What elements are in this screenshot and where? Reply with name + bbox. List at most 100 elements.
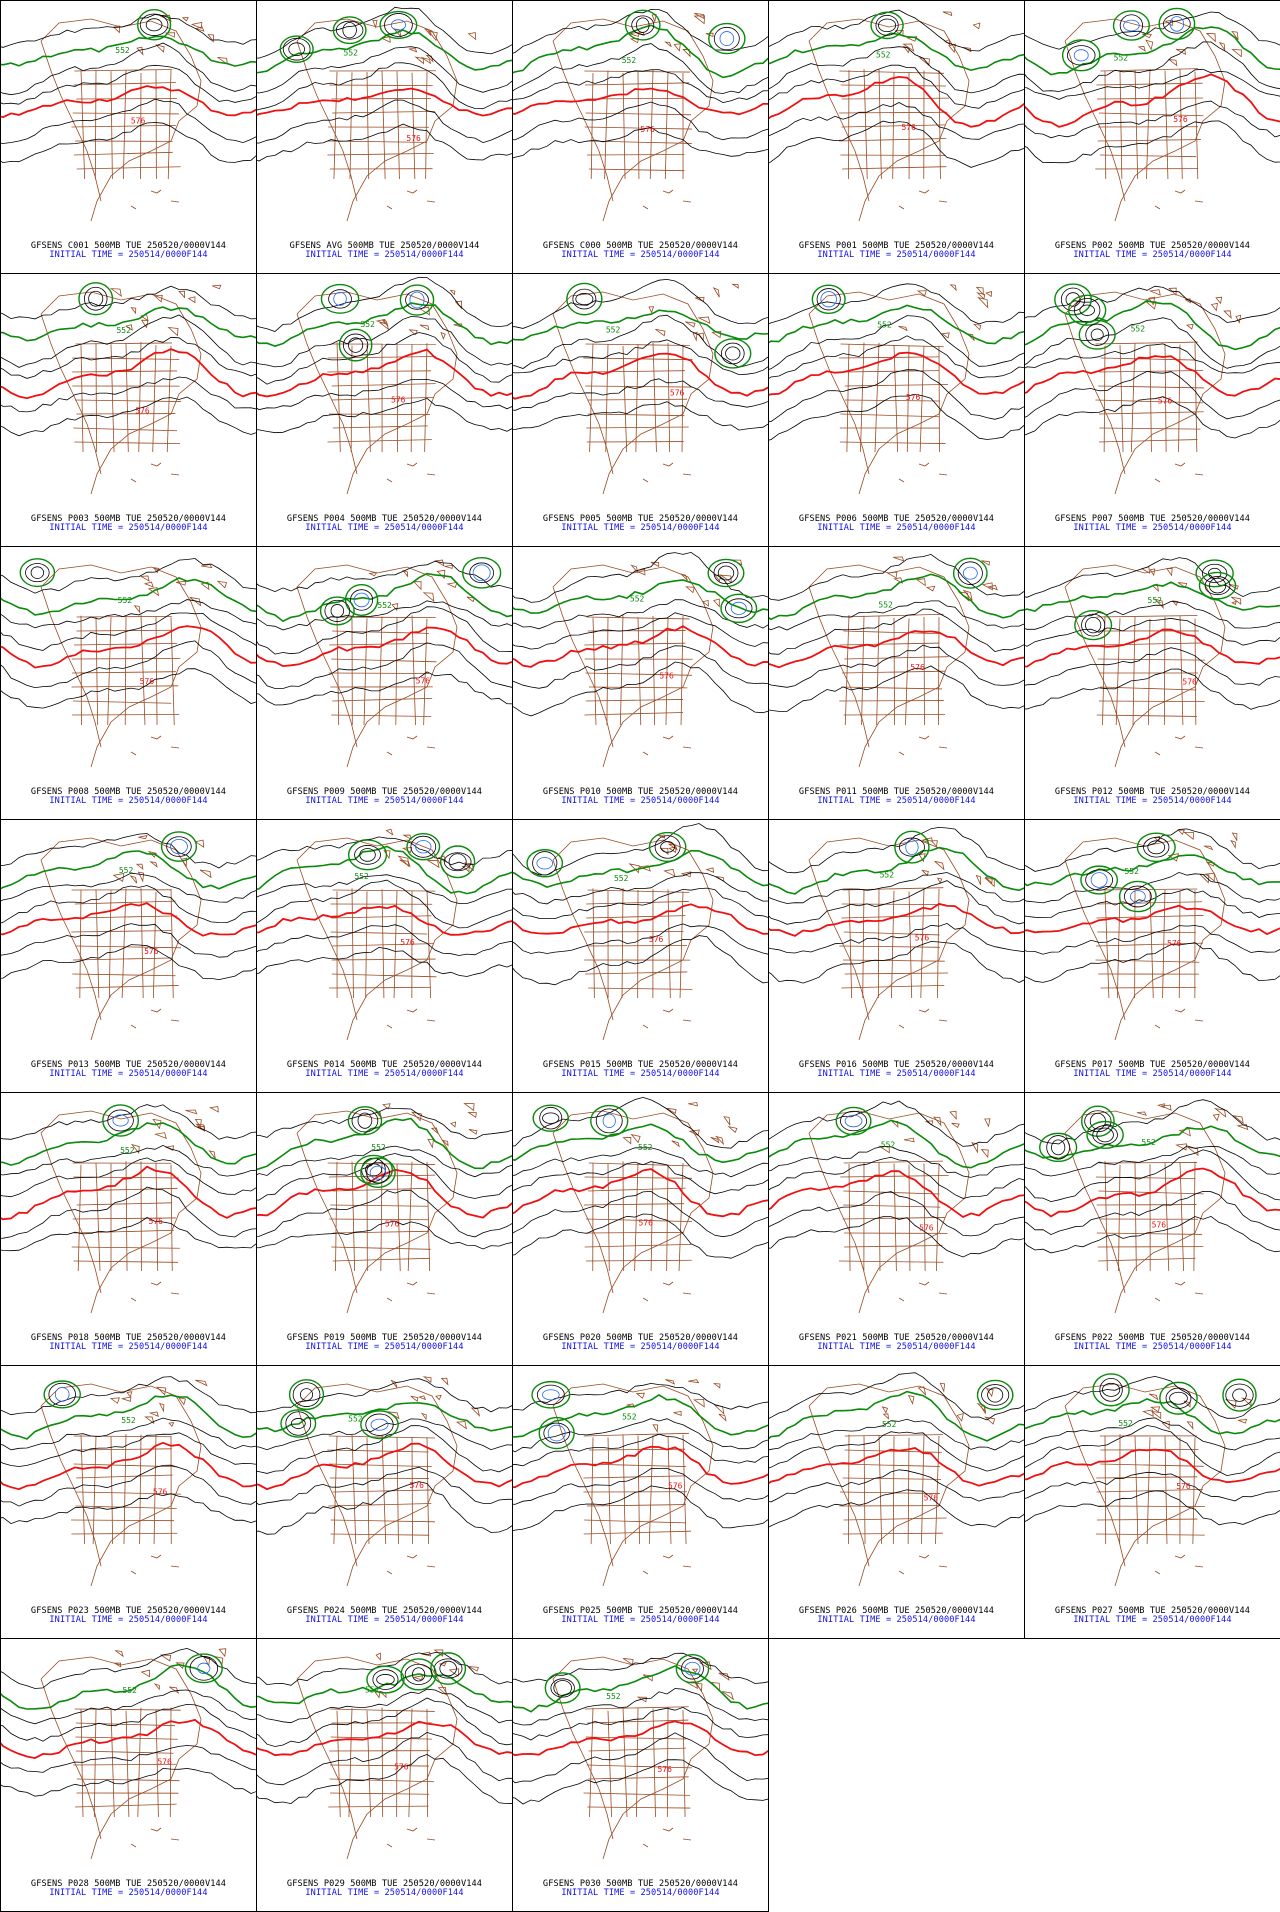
contour-label-576: 576 <box>1173 115 1188 124</box>
contour-label-552: 552 <box>121 1416 136 1425</box>
contour-label-576: 576 <box>668 1482 683 1491</box>
ensemble-member-panel: 552 576 GFSENS P013 500MB TUE 250520/0000V… <box>0 819 257 1093</box>
contour-label-576: 576 <box>416 677 431 686</box>
contour-label-552: 552 <box>622 1413 637 1422</box>
ensemble-member-panel: 552 576 GFSENS P024 500MB TUE 250520/0000V… <box>256 1365 513 1639</box>
height-contours <box>769 1100 1024 1258</box>
contour-label-552: 552 <box>880 870 895 879</box>
ensemble-member-panel: 552 576 GFSENS P020 500MB TUE 250520/0000V… <box>512 1092 769 1366</box>
height-map: 552 576 <box>1 282 256 495</box>
height-map: 552 576 <box>1 1104 256 1314</box>
height-map: 552 576 <box>513 1379 768 1587</box>
panel-caption-member: GFSENS P004 500MB TUE 250520/0000V144 <box>286 514 483 524</box>
ensemble-member-panel: 552 576 GFSENS AVG 500MB TUE 250520/0000V1… <box>256 0 513 274</box>
contour-label-552: 552 <box>118 596 133 605</box>
contour-label-576: 576 <box>153 1487 168 1496</box>
height-contours <box>257 1106 512 1250</box>
panel-caption-init-time: INITIAL TIME = 250514/0000F144 <box>305 250 464 260</box>
contour-label-552: 552 <box>377 601 392 610</box>
contour-label-576: 576 <box>1167 939 1182 948</box>
panel-caption-member: GFSENS P009 500MB TUE 250520/0000V144 <box>286 787 483 797</box>
contour-label-552: 552 <box>881 1140 896 1149</box>
height-map: 552 576 <box>769 826 1024 1041</box>
ensemble-member-panel: 552 576 GFSENS P025 500MB TUE 250520/0000V… <box>512 1365 769 1639</box>
panel-caption-member: GFSENS C001 500MB TUE 250520/0000V144 <box>30 241 227 251</box>
height-map: 552 576 <box>513 1096 768 1314</box>
panel-caption-member: GFSENS P018 500MB TUE 250520/0000V144 <box>30 1333 227 1343</box>
map-boundaries <box>40 564 228 768</box>
panel-caption-member: GFSENS P003 500MB TUE 250520/0000V144 <box>30 514 227 524</box>
map-boundaries <box>40 14 228 222</box>
map-boundaries <box>552 1102 738 1314</box>
contour-label-552: 552 <box>622 56 637 65</box>
ensemble-member-panel: 552 576 GFSENS P028 500MB TUE 250520/0000V… <box>0 1638 257 1912</box>
ensemble-member-panel: 552 576 GFSENS P011 500MB TUE 250520/0000V… <box>768 546 1025 820</box>
height-contours <box>769 826 1024 984</box>
height-contours <box>513 278 768 431</box>
panel-caption-member: GFSENS P010 500MB TUE 250520/0000V144 <box>542 787 739 797</box>
panel-caption-init-time: INITIAL TIME = 250514/0000F144 <box>561 1069 720 1079</box>
height-contours <box>513 823 768 986</box>
contour-label-576: 576 <box>906 393 921 402</box>
panel-caption-init-time: INITIAL TIME = 250514/0000F144 <box>49 1615 208 1625</box>
panel-caption-member: GFSENS P030 500MB TUE 250520/0000V144 <box>542 1879 739 1889</box>
height-contours <box>1 558 256 709</box>
height-contours <box>257 1652 512 1805</box>
contour-label-576: 576 <box>140 677 155 686</box>
ensemble-member-panel: 552 576 GFSENS P027 500MB TUE 250520/0000V… <box>1024 1365 1280 1639</box>
panel-caption-member: GFSENS AVG 500MB TUE 250520/0000V144 <box>289 241 480 251</box>
panel-caption-member: GFSENS P008 500MB TUE 250520/0000V144 <box>30 787 227 797</box>
height-contours <box>769 1372 1024 1528</box>
height-map: 552 576 <box>257 828 512 1041</box>
height-map: 552 576 <box>769 283 1024 495</box>
contour-label-576: 576 <box>1182 678 1197 687</box>
contour-label-552: 552 <box>1124 867 1139 876</box>
height-map: 552 576 <box>769 1100 1024 1314</box>
map-boundaries <box>296 1649 479 1860</box>
ensemble-member-panel: 552 576 GFSENS P010 500MB TUE 250520/0000V… <box>512 546 769 820</box>
panel-caption-member: GFSENS C000 500MB TUE 250520/0000V144 <box>542 241 739 251</box>
ensemble-member-panel: 552 576 GFSENS P029 500MB TUE 250520/0000V… <box>256 1638 513 1912</box>
panel-caption-init-time: INITIAL TIME = 250514/0000F144 <box>49 1888 208 1898</box>
height-contours <box>1 1104 256 1252</box>
panel-caption-member: GFSENS P014 500MB TUE 250520/0000V144 <box>286 1060 483 1070</box>
height-map: 552 576 <box>1025 1373 1280 1587</box>
height-contours <box>513 1380 768 1532</box>
contour-label-576: 576 <box>157 1758 172 1767</box>
height-contours <box>1025 283 1280 439</box>
panel-caption-member: GFSENS P021 500MB TUE 250520/0000V144 <box>798 1333 995 1343</box>
panel-caption-init-time: INITIAL TIME = 250514/0000F144 <box>817 523 976 533</box>
map-boundaries <box>808 1382 996 1587</box>
panel-caption-init-time: INITIAL TIME = 250514/0000F144 <box>305 1615 464 1625</box>
height-contours <box>1 1647 256 1797</box>
contour-label-576: 576 <box>1176 1482 1191 1491</box>
height-map: 552 576 <box>1 1376 256 1587</box>
panel-caption-init-time: INITIAL TIME = 250514/0000F144 <box>817 1342 976 1352</box>
contour-label-576: 576 <box>135 407 150 416</box>
contour-label-552: 552 <box>1148 596 1163 605</box>
panel-caption-init-time: INITIAL TIME = 250514/0000F144 <box>561 796 720 806</box>
height-contours <box>1025 1373 1280 1526</box>
contour-label-576: 576 <box>915 933 930 942</box>
panel-caption-init-time: INITIAL TIME = 250514/0000F144 <box>1073 523 1232 533</box>
contour-label-576: 576 <box>1152 1221 1167 1230</box>
map-boundaries <box>552 834 725 1041</box>
panel-caption-init-time: INITIAL TIME = 250514/0000F144 <box>49 250 208 260</box>
contour-label-552: 552 <box>606 325 621 334</box>
contour-label-576: 576 <box>919 1223 934 1232</box>
height-contours <box>769 553 1024 712</box>
height-contours <box>1 831 256 981</box>
height-map: 552 576 <box>257 556 512 768</box>
map-boundaries <box>808 284 992 495</box>
ensemble-member-panel: 552 576 GFSENS P004 500MB TUE 250520/0000V… <box>256 273 513 547</box>
map-boundaries <box>296 1103 478 1314</box>
panel-caption-init-time: INITIAL TIME = 250514/0000F144 <box>817 1069 976 1079</box>
height-map: 552 576 <box>769 9 1024 222</box>
ensemble-member-panel: 552 576 GFSENS P008 500MB TUE 250520/0000V… <box>0 546 257 820</box>
ensemble-member-panel: 552 576 GFSENS P016 500MB TUE 250520/0000V… <box>768 819 1025 1093</box>
ensemble-member-panel: 552 576 GFSENS P003 500MB TUE 250520/0000V… <box>0 273 257 547</box>
height-contours <box>513 551 768 717</box>
panel-caption-init-time: INITIAL TIME = 250514/0000F144 <box>49 796 208 806</box>
height-map: 552 576 <box>769 553 1024 768</box>
